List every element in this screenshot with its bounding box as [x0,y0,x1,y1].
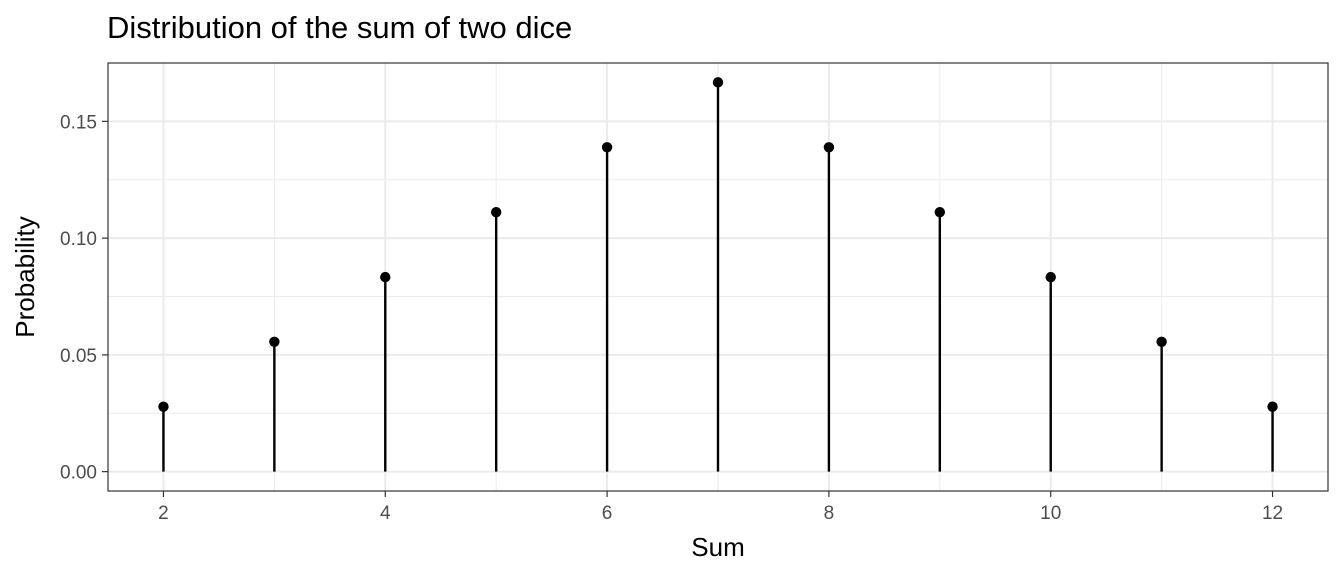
y-tick-label: 0.00 [60,463,97,484]
x-tick-label: 12 [1262,503,1283,524]
data-point [1267,401,1278,412]
x-tick-label: 4 [380,503,391,524]
chart-title: Distribution of the sum of two dice [107,10,572,45]
x-tick-label: 8 [824,503,835,524]
data-point [712,77,724,88]
x-tick-label: 10 [1040,503,1061,524]
y-tick-label: 0.15 [60,112,97,133]
data-point [1045,271,1056,283]
panel-border [107,62,1329,492]
x-tick-label: 6 [602,503,613,524]
data-point [158,401,169,412]
x-tick-label: 2 [158,503,169,524]
x-axis: 2 4 6 8 10 12 [158,491,1283,524]
stems [162,82,1274,472]
data-point [490,207,502,218]
y-tick-label: 0.10 [60,229,97,250]
points [158,77,1278,412]
y-axis-title: Probability [10,216,40,337]
data-point [601,142,613,153]
y-axis: 0.00 0.05 0.10 0.15 [60,112,108,484]
x-axis-title: Sum [691,532,744,562]
data-point [269,336,280,347]
y-tick-label: 0.05 [60,346,97,367]
data-point [823,142,835,153]
data-point [934,207,946,218]
data-point [1156,336,1167,347]
data-point [380,271,391,283]
